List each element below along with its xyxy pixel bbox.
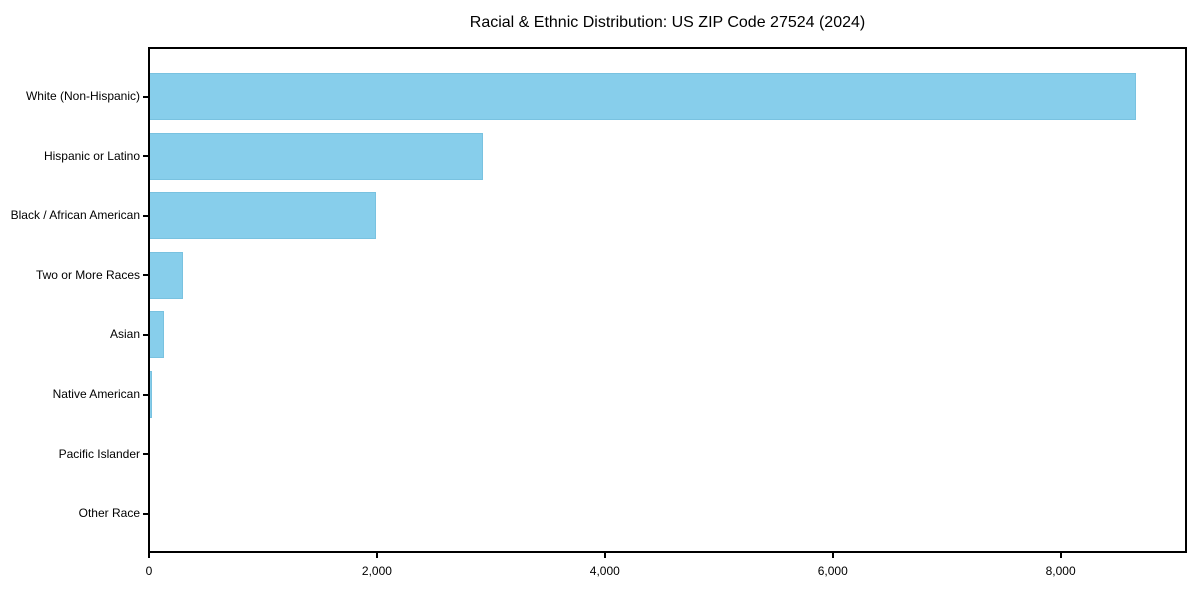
y-tick-label: Hispanic or Latino bbox=[43, 148, 140, 163]
x-tick-label: 8,000 bbox=[1045, 564, 1076, 578]
y-tick-label: Asian bbox=[109, 327, 140, 342]
chart-title: Racial & Ethnic Distribution: US ZIP Cod… bbox=[469, 14, 866, 31]
y-tick-mark bbox=[143, 214, 149, 217]
x-tick-label: 4,000 bbox=[589, 564, 620, 578]
bar-hispanic-or-latino bbox=[149, 132, 483, 180]
y-tick-mark bbox=[143, 274, 149, 277]
y-tick-label: Pacific Islander bbox=[58, 446, 140, 461]
y-tick-label: White (Non-Hispanic) bbox=[25, 89, 140, 103]
y-tick-label: Black / African American bbox=[10, 208, 140, 223]
x-tick-label: 6,000 bbox=[817, 564, 848, 578]
y-tick-mark bbox=[143, 155, 149, 158]
y-tick-mark bbox=[143, 512, 149, 515]
plot-frame bbox=[148, 47, 1187, 553]
x-tick-label: 2,000 bbox=[361, 564, 392, 578]
x-tick-mark bbox=[1059, 552, 1062, 558]
y-tick-mark bbox=[143, 453, 149, 456]
x-tick-mark bbox=[148, 552, 150, 558]
y-tick-label: Other Race bbox=[78, 506, 140, 521]
y-tick-mark bbox=[143, 393, 149, 396]
bar-asian bbox=[149, 311, 165, 359]
bar-black-african-american bbox=[149, 192, 376, 240]
y-tick-mark bbox=[143, 333, 149, 336]
x-tick-label: 0 bbox=[145, 564, 153, 578]
y-tick-label: Two or More Races bbox=[35, 267, 140, 282]
y-tick-mark bbox=[143, 95, 149, 98]
x-tick-mark bbox=[831, 552, 834, 558]
bar-white-non-hispanic bbox=[149, 73, 1136, 120]
bar-native-american bbox=[149, 371, 153, 418]
y-tick-label: Native American bbox=[52, 387, 140, 401]
bar-two-or-more-races bbox=[149, 251, 184, 299]
x-tick-mark bbox=[375, 552, 378, 558]
x-tick-mark bbox=[603, 552, 606, 558]
